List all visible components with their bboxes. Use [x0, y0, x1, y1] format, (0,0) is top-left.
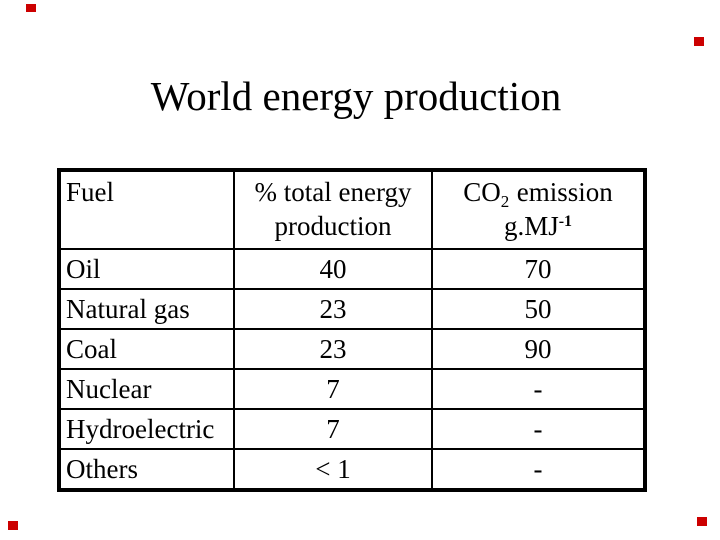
cell-co2: - — [431, 408, 646, 450]
cell-fuel: Oil — [58, 248, 235, 290]
cell-co2: 90 — [431, 328, 646, 370]
header-fuel: Fuel — [58, 169, 235, 250]
corner-marker-top-right — [694, 37, 704, 46]
table-header-row: Fuel % total energy production CO2 emissi… — [58, 169, 646, 250]
header-unit-superscript: -1 — [558, 213, 573, 230]
cell-fuel: Others — [58, 448, 235, 491]
header-co2-word: emission — [516, 177, 613, 207]
table-row-nuclear: Nuclear 7 - — [58, 368, 646, 410]
table-row-coal: Coal 23 90 — [58, 328, 646, 370]
cell-co2: - — [431, 368, 646, 410]
header-co2-formula: CO — [463, 177, 501, 207]
corner-marker-bottom-right — [697, 517, 707, 526]
cell-pct: 23 — [233, 288, 433, 330]
cell-pct: < 1 — [233, 448, 433, 491]
header-pct-line2: production — [274, 211, 392, 241]
cell-pct: 23 — [233, 328, 433, 370]
table-row-hydroelectric: Hydroelectric 7 - — [58, 408, 646, 450]
corner-marker-top-left — [26, 4, 36, 12]
table-row-oil: Oil 40 70 — [58, 248, 646, 290]
cell-pct: 7 — [233, 408, 433, 450]
header-pct-line1: % total energy — [254, 177, 412, 207]
cell-fuel: Hydroelectric — [58, 408, 235, 450]
cell-co2: 70 — [431, 248, 646, 290]
cell-pct: 7 — [233, 368, 433, 410]
header-co2-subscript: 2 — [500, 192, 510, 211]
header-unit: g.MJ — [503, 211, 559, 241]
cell-fuel: Coal — [58, 328, 235, 370]
cell-co2: 50 — [431, 288, 646, 330]
cell-fuel: Nuclear — [58, 368, 235, 410]
cell-pct: 40 — [233, 248, 433, 290]
header-co2: CO2 emission g.MJ-1 — [431, 169, 646, 250]
table-row-others: Others < 1 - — [58, 448, 646, 491]
slide-title: World energy production — [150, 73, 562, 119]
table-row-natural-gas: Natural gas 23 50 — [58, 288, 646, 330]
cell-fuel: Natural gas — [58, 288, 235, 330]
energy-table: Fuel % total energy production CO2 emissi… — [57, 168, 647, 492]
header-pct: % total energy production — [233, 169, 433, 250]
cell-co2: - — [431, 448, 646, 491]
corner-marker-bottom-left — [8, 521, 18, 530]
